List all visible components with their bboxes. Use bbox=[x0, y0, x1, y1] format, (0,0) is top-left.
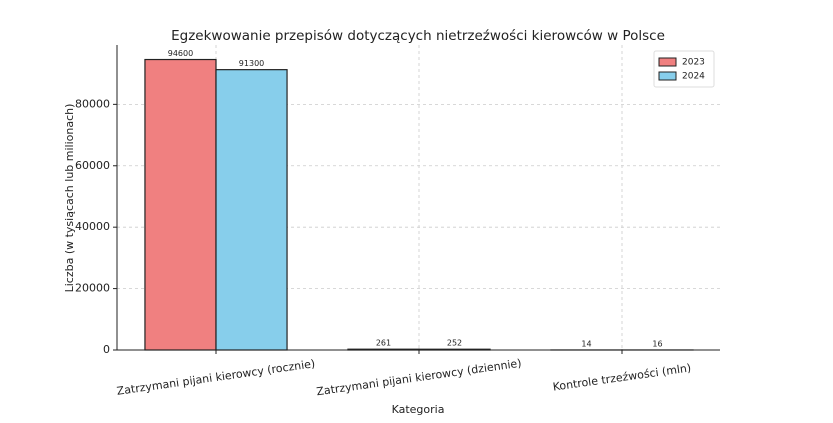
y-tick-label: 80000 bbox=[75, 97, 110, 110]
x-tick-label: Kontrole trzeźwości (mln) bbox=[552, 361, 692, 393]
data-label: 91300 bbox=[239, 59, 264, 68]
data-label: 16 bbox=[652, 339, 662, 348]
legend-label: 2023 bbox=[682, 58, 705, 68]
legend: 2023 2024 bbox=[653, 50, 715, 88]
legend-swatch bbox=[658, 71, 677, 81]
bar bbox=[215, 69, 288, 351]
y-tick-label: 0 bbox=[103, 343, 110, 356]
y-axis-label: Liczba (w tysiącach lub milionach) bbox=[63, 104, 76, 293]
data-label: 252 bbox=[447, 339, 462, 348]
x-axis-label: Kategoria bbox=[392, 403, 445, 416]
legend-box bbox=[653, 50, 715, 88]
data-label: 261 bbox=[376, 339, 391, 348]
bar bbox=[144, 58, 217, 351]
legend-swatch bbox=[658, 57, 677, 67]
x-tick-label: Zatrzymani pijani kierowcy (rocznie) bbox=[116, 357, 316, 398]
data-label: 94600 bbox=[168, 49, 193, 58]
legend-label: 2024 bbox=[682, 72, 705, 82]
y-tick-label: 60000 bbox=[75, 159, 110, 172]
y-tick-label: 40000 bbox=[75, 220, 110, 233]
data-label: 14 bbox=[581, 339, 591, 348]
y-tick-label: 20000 bbox=[75, 282, 110, 295]
x-tick-label: Zatrzymani pijani kierowcy (dziennie) bbox=[316, 357, 523, 399]
chart-title: Egzekwowanie przepisów dotyczących nietr… bbox=[171, 28, 665, 44]
